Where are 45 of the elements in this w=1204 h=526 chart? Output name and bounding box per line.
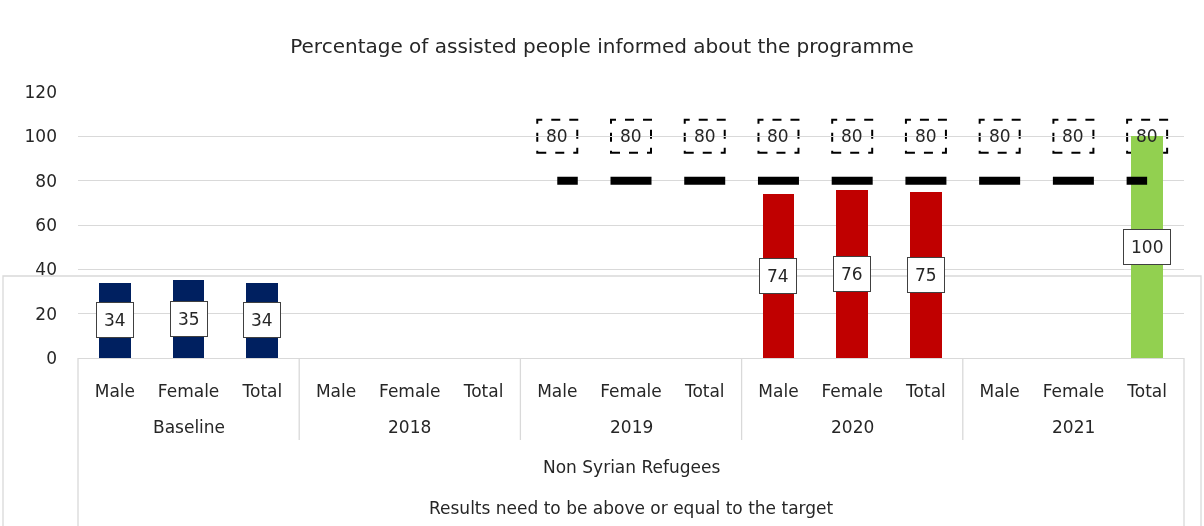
data-label: 100 (1131, 237, 1164, 257)
y-tick-label: 60 (35, 214, 57, 235)
data-label: 80 (620, 126, 642, 146)
x-tick-label: Male (94, 380, 136, 401)
x-tick-label: Total (683, 380, 725, 401)
data-label: 80 (767, 126, 789, 146)
data-label: 80 (1062, 126, 1084, 146)
y-tick-label: 20 (35, 303, 57, 324)
chart-title: Percentage of assisted people informed about the programme (290, 34, 914, 58)
x-tick-label: Male (537, 380, 578, 401)
text: 2021 (1052, 417, 1096, 437)
text: 2018 (388, 417, 432, 437)
text: Results need to be above or equal to the target (429, 498, 834, 518)
x-tick-label: Female (1042, 380, 1105, 401)
data-label: 35 (178, 309, 200, 329)
y-tick-label: 0 (46, 347, 57, 368)
x-tick-label: Total (905, 380, 946, 401)
data-label: 34 (251, 310, 273, 330)
x-tick-label: Female (600, 380, 662, 401)
data-label: 80 (694, 126, 716, 146)
data-label: 75 (915, 265, 937, 285)
y-tick-label: 100 (24, 126, 57, 147)
data-label: 34 (104, 310, 126, 330)
data-label: 74 (767, 266, 789, 286)
text: 2020 (831, 417, 875, 437)
data-label: 76 (841, 264, 863, 284)
y-tick-label: 40 (35, 259, 57, 280)
x-tick-label: Male (979, 380, 1020, 401)
x-tick-label: Total (462, 380, 504, 401)
x-tick-label: Female (379, 380, 441, 401)
x-axis-title: Non Syrian Refugees (543, 457, 721, 477)
data-label: 80 (841, 126, 863, 146)
text: Baseline (153, 417, 226, 437)
y-tick-label: 120 (24, 81, 57, 102)
x-tick-label: Male (758, 380, 799, 401)
data-label: 80 (989, 126, 1011, 146)
x-tick-label: Total (1126, 380, 1167, 401)
data-label: 80 (915, 126, 937, 146)
text: 2019 (610, 417, 654, 437)
x-tick-label: Male (315, 380, 357, 401)
x-tick-label: Total (241, 380, 283, 401)
data-label: 80 (546, 126, 568, 146)
x-tick-label: Female (821, 380, 883, 401)
x-tick-label: Female (157, 380, 220, 401)
y-tick-label: 80 (35, 170, 57, 191)
